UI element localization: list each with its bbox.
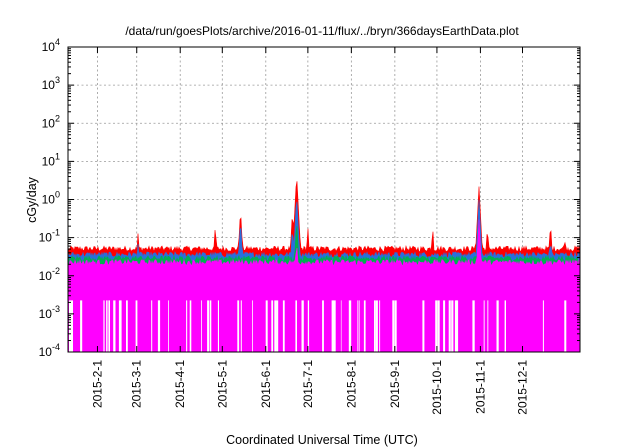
x-tick-label: 2015-3-1 — [130, 360, 144, 408]
x-tick-label: 2015-10-1 — [430, 360, 444, 415]
x-tick-label: 2015-8-1 — [344, 360, 358, 408]
series-dropout-gap — [158, 300, 161, 352]
series-dropout-gap — [240, 300, 242, 352]
series-dropout-gap — [379, 300, 381, 352]
series-dropout-gap — [207, 300, 210, 352]
y-tick-label: 103 — [42, 75, 60, 92]
series-dropout-gap — [265, 300, 268, 352]
series-dropout-gap — [237, 300, 240, 352]
series-dropout-gap — [186, 300, 188, 352]
series-dropout-gap — [274, 300, 277, 352]
series-dropout-gap — [118, 300, 121, 352]
series-dropout-gap — [295, 300, 297, 352]
series-dropout-gap — [437, 300, 440, 352]
series-dropout-gap — [363, 300, 366, 352]
series-dropout-gap — [135, 300, 138, 352]
series-dropout-gap — [504, 300, 506, 352]
ticks: 10-4 10-3 10-2 10-1 100 101 102 103 104 2015-2-1 2… — [39, 37, 580, 415]
series-dropout-gap — [331, 300, 334, 352]
series-dropout-gap — [359, 300, 360, 352]
series-dropout-gap — [108, 300, 110, 352]
series-dropout-gap — [80, 300, 82, 352]
series-dropout-gap — [168, 300, 169, 352]
y-tick-label: 10-1 — [39, 228, 60, 245]
series-dropout-gap — [252, 300, 253, 352]
series-dropout-gap — [542, 300, 544, 352]
series-dropout-gap — [451, 300, 454, 352]
series-dropout-gap — [340, 300, 342, 352]
series-dropout-gap — [103, 300, 105, 352]
series-dropout-gap — [210, 300, 212, 352]
x-tick-label: 2015-11-1 — [473, 360, 487, 414]
series-dropout-gap — [375, 300, 378, 352]
series-dropout-gap — [454, 300, 458, 352]
series-dropout-gap — [217, 300, 219, 352]
series-dropout-gap — [422, 300, 425, 352]
series-dropout-gap — [106, 300, 108, 352]
series-dropout-gap — [120, 300, 122, 352]
series-dropout-gap — [348, 300, 352, 352]
x-tick-label: 2015-5-1 — [215, 360, 229, 408]
data-area — [67, 181, 581, 353]
y-axis-label: cGy/day — [25, 176, 39, 223]
series-dropout-gap — [271, 300, 274, 352]
x-tick-label: 2015-12-1 — [515, 360, 529, 415]
series-dropout-gap — [333, 300, 336, 352]
series-dropout-gap — [322, 300, 324, 352]
series-dropout-gap — [487, 300, 489, 352]
series-dropout-gap — [448, 300, 451, 352]
series-dropout-gap — [472, 300, 475, 352]
series-dropout-gap — [301, 300, 304, 352]
series-dropout-gap — [276, 300, 279, 352]
series-dropout-gap — [443, 300, 446, 352]
series-dropout-gap — [435, 300, 438, 352]
y-tick-label: 10-2 — [39, 266, 60, 283]
series-dropout-gap — [189, 300, 192, 352]
series-dropout-gap — [374, 300, 376, 352]
x-tick-label: 2015-6-1 — [259, 360, 273, 408]
x-axis-label: Coordinated Universal Time (UTC) — [226, 433, 418, 447]
y-tick-label: 101 — [42, 151, 60, 168]
x-tick-label: 2015-9-1 — [388, 360, 402, 408]
series-dropout-gap — [69, 300, 73, 352]
series-dropout-gap — [113, 300, 116, 352]
series-dropout-gap — [151, 300, 153, 352]
grid — [68, 47, 580, 352]
y-tick-label: 102 — [42, 113, 60, 130]
x-tick-label: 2015-7-1 — [301, 360, 315, 408]
x-tick-label: 2015-2-1 — [90, 360, 104, 408]
series-3-area — [67, 219, 581, 353]
series-dropout-gap — [564, 300, 567, 352]
y-tick-label: 10-3 — [39, 304, 60, 321]
y-tick-label: 10-4 — [39, 342, 60, 359]
series-dropout-gap — [496, 300, 499, 352]
series-dropout-gap — [394, 300, 397, 352]
series-dropout-gap — [126, 300, 128, 352]
y-tick-label: 104 — [42, 37, 60, 54]
y-tick-label: 100 — [42, 190, 60, 207]
series-dropout-gap — [201, 300, 202, 352]
x-tick-label: 2015-4-1 — [173, 360, 187, 408]
series-dropout-gap — [392, 300, 395, 352]
chart-title: /data/run/goesPlots/archive/2016-01-11/f… — [125, 24, 519, 38]
series-dropout-gap — [81, 300, 83, 352]
series-dropout-gap — [307, 300, 310, 352]
series-dropout-gap — [357, 300, 359, 352]
series-dropout-gap — [483, 300, 485, 352]
series-dropout-gap — [282, 300, 285, 352]
